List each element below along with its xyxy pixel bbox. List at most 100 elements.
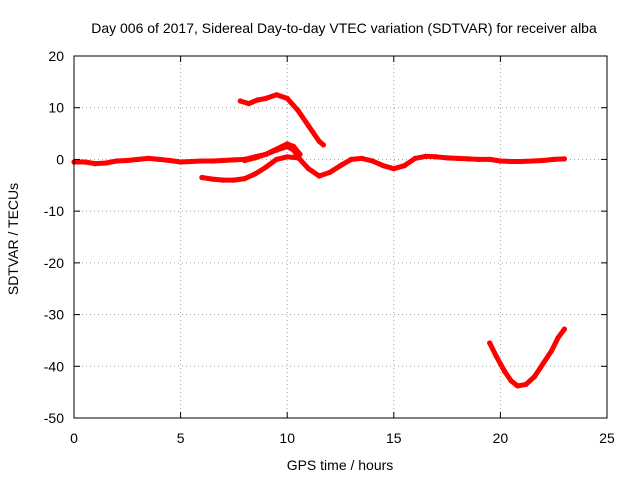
series-line-upper-arc: [237, 92, 326, 148]
data-point-deep-v-3: [508, 378, 514, 384]
data-point-deep-v-2: [502, 368, 508, 375]
y-tick-label-1: -40: [44, 358, 64, 374]
data-point-main-near-zero-33: [412, 155, 418, 161]
x-tick-label-3: 15: [386, 430, 402, 446]
data-point-main-near-zero-38: [465, 156, 471, 162]
y-tick-label-5: 0: [56, 151, 64, 167]
data-point-main-near-zero-15: [231, 157, 237, 163]
data-point-lower-branch-0: [199, 174, 205, 181]
data-point-lower-branch-4: [242, 176, 248, 182]
data-point-main-near-zero-40: [487, 156, 493, 162]
series-line-deep-v: [487, 326, 567, 389]
data-point-main-near-zero-1: [82, 159, 88, 165]
y-tick-label-0: -50: [44, 410, 64, 426]
data-point-lower-branch-1: [210, 176, 216, 182]
data-point-upper-arc-4: [273, 92, 280, 98]
data-point-middle-branch-3: [273, 146, 280, 152]
data-point-main-near-zero-46: [551, 156, 557, 162]
plot-frame: [73, 55, 608, 419]
data-point-deep-v-0: [487, 340, 493, 346]
data-point-main-near-zero-42: [508, 158, 514, 165]
data-point-upper-arc-8: [316, 138, 322, 144]
data-point-main-near-zero-6: [135, 156, 141, 162]
data-point-main-near-zero-36: [444, 155, 450, 161]
data-point-upper-arc-7: [305, 123, 312, 129]
data-point-main-near-zero-47: [561, 156, 568, 162]
data-point-main-near-zero-28: [359, 155, 365, 161]
data-point-main-near-zero-14: [220, 157, 226, 164]
data-point-upper-arc-9: [320, 142, 326, 148]
y-tick-label-6: 10: [48, 100, 64, 116]
data-point-deep-v-1: [493, 353, 499, 359]
data-point-main-near-zero-7: [146, 155, 152, 161]
data-point-middle-branch-2: [263, 151, 269, 157]
data-point-main-near-zero-29: [369, 158, 376, 164]
data-point-middle-branch-1: [252, 155, 258, 161]
y-tick-label-2: -30: [44, 307, 64, 323]
data-point-upper-arc-5: [284, 95, 290, 101]
data-point-middle-branch-6: [297, 151, 303, 157]
x-axis-label: GPS time / hours: [287, 457, 394, 473]
x-tick-label-2: 10: [279, 430, 295, 446]
y-tick-label-7: 20: [48, 48, 64, 64]
data-point-middle-branch-4: [284, 141, 290, 147]
x-tick-label-4: 20: [493, 430, 509, 446]
data-point-main-near-zero-2: [92, 161, 98, 167]
data-point-upper-arc-3: [263, 95, 269, 101]
data-point-lower-branch-2: [220, 177, 226, 183]
grid: [74, 56, 607, 418]
data-point-lower-branch-7: [273, 156, 280, 162]
data-point-upper-arc-2: [254, 97, 260, 103]
data-point-main-near-zero-39: [476, 156, 482, 162]
data-point-main-near-zero-4: [114, 158, 120, 164]
data-point-main-near-zero-3: [103, 160, 109, 166]
data-point-main-near-zero-5: [124, 157, 130, 164]
axis-ticks: 0 5 10 15 20 25 -50 -40 -30 -20 -10 0 10 20: [44, 48, 615, 446]
data-point-main-near-zero-44: [529, 158, 536, 164]
data-point-deep-v-7: [540, 361, 546, 367]
data-point-main-near-zero-35: [433, 154, 439, 160]
data-point-upper-arc-1: [246, 101, 252, 107]
data-point-main-near-zero-10: [178, 159, 184, 165]
data-point-main-near-zero-25: [327, 169, 333, 175]
data-point-main-near-zero-34: [423, 153, 429, 159]
x-tick-label-0: 0: [70, 430, 78, 446]
data-point-lower-branch-8: [284, 154, 290, 160]
data-point-deep-v-8: [549, 348, 555, 354]
data-point-middle-branch-5: [291, 143, 297, 150]
data-point-main-near-zero-31: [391, 166, 397, 172]
data-point-main-near-zero-24: [316, 173, 322, 179]
data-point-main-near-zero-27: [348, 156, 354, 162]
data-point-main-near-zero-11: [188, 158, 194, 165]
data-point-main-near-zero-13: [210, 158, 216, 164]
data-point-upper-arc-6: [295, 107, 301, 113]
data-point-main-near-zero-23: [305, 166, 312, 172]
data-point-deep-v-5: [523, 381, 529, 387]
data-point-main-near-zero-26: [337, 163, 344, 169]
data-point-lower-branch-3: [231, 177, 237, 183]
series-line-lower-branch: [199, 154, 301, 183]
data-point-main-near-zero-43: [519, 158, 525, 165]
data-point-deep-v-9: [555, 335, 561, 341]
data-point-main-near-zero-12: [199, 158, 205, 164]
data-point-main-near-zero-30: [380, 163, 386, 169]
y-axis-label: SDTVAR / TECUs: [5, 183, 21, 295]
y-tick-label-3: -20: [44, 255, 64, 271]
data-point-lower-branch-5: [252, 171, 258, 177]
data-point-main-near-zero-8: [156, 156, 162, 162]
data-point-upper-arc-0: [237, 98, 243, 104]
data-point-deep-v-6: [531, 374, 538, 380]
data-point-deep-v-10: [561, 326, 568, 332]
data-point-deep-v-4: [514, 383, 521, 389]
y-tick-label-4: -10: [44, 203, 64, 219]
data-point-main-near-zero-9: [167, 157, 173, 164]
data-point-middle-branch-0: [242, 157, 248, 164]
data-point-main-near-zero-37: [455, 155, 461, 161]
data-point-lower-branch-6: [263, 164, 269, 170]
x-tick-label-5: 25: [599, 430, 615, 446]
data-point-main-near-zero-45: [540, 157, 546, 164]
data-point-main-near-zero-32: [401, 163, 408, 169]
data-point-main-near-zero-41: [497, 158, 503, 164]
chart-title: Day 006 of 2017, Sidereal Day-to-day VTE…: [91, 20, 597, 36]
